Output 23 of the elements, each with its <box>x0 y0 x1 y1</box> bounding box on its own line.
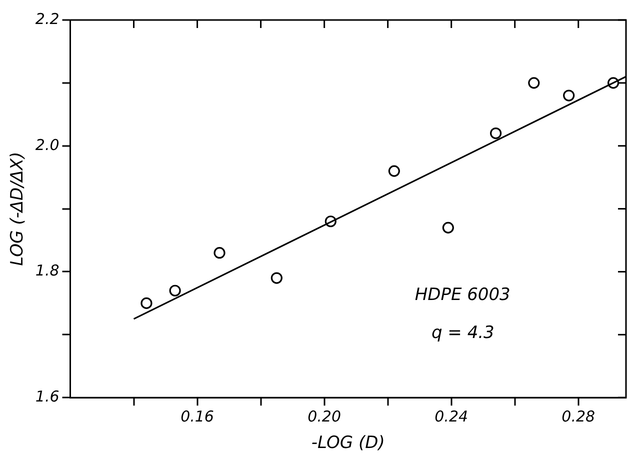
y-tick-label: 2.2 <box>35 10 60 28</box>
point <box>563 90 575 102</box>
point <box>528 77 540 89</box>
point <box>388 165 400 177</box>
point <box>214 247 226 259</box>
annotation: q = 4.3 <box>431 322 494 343</box>
y-axis-title: LOG (-ΔD/ΔX) <box>8 152 28 266</box>
point <box>442 222 454 234</box>
x-tick-label: 0.28 <box>562 407 596 426</box>
y-tick-label: 2.0 <box>35 136 60 154</box>
y-tick-label: 1.8 <box>35 262 60 280</box>
point <box>490 127 502 140</box>
annotation: HDPE 6003 <box>414 285 510 306</box>
x-tick-label: 0.24 <box>434 407 468 426</box>
point <box>140 297 152 309</box>
x-tick-label: 0.16 <box>180 407 214 426</box>
point <box>169 284 181 296</box>
x-tick-label: 0.20 <box>308 407 342 426</box>
y-tick-label: 1.6 <box>35 387 60 406</box>
x-axis-title: -LOG (D) <box>311 433 385 454</box>
point <box>324 216 336 228</box>
point <box>607 77 620 89</box>
point <box>270 272 282 284</box>
